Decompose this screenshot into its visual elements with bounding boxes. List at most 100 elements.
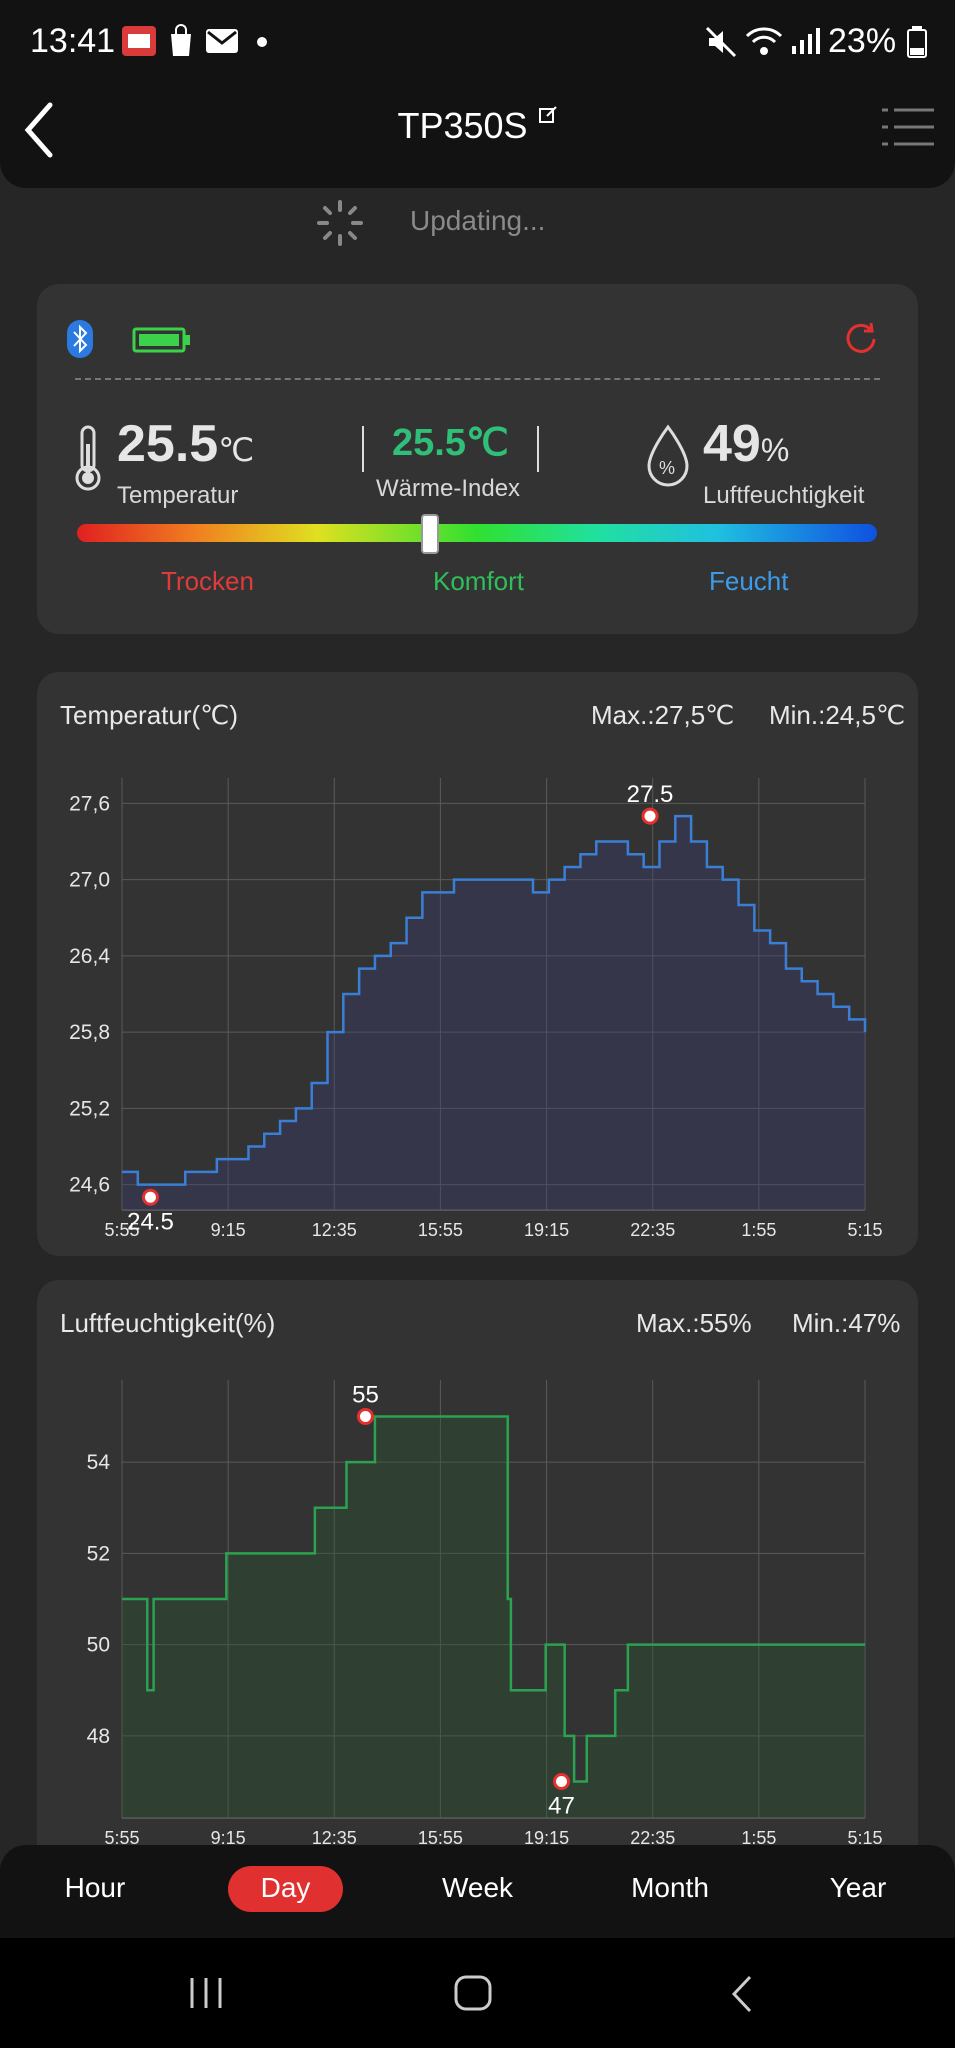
current-readings-card: 25.5℃ Temperatur 25.5℃ Wärme-Index % 49%…: [37, 284, 918, 634]
humidity-chart-card: Luftfeuchtigkeit(%) Max.:55% Min.:47% 5:…: [37, 1280, 918, 1880]
y-tick-label: 50: [87, 1634, 110, 1657]
wifi-icon: [745, 27, 783, 55]
active-tab-highlight: [228, 1866, 343, 1912]
min-point-marker: [141, 1188, 159, 1206]
temp-chart-min: Min.:24,5℃: [769, 700, 906, 730]
system-nav-bar: [0, 1938, 955, 2048]
x-tick-label: 9:15: [211, 1828, 246, 1848]
divider: [537, 426, 539, 472]
x-tick-label: 15:55: [418, 1220, 463, 1240]
device-title[interactable]: TP350S: [397, 105, 528, 146]
notification-app-icon: [122, 26, 156, 56]
temp-chart-title: Temperatur(℃): [60, 700, 239, 730]
series-area: [122, 816, 865, 1210]
home-icon[interactable]: [453, 1974, 493, 2012]
x-tick-label: 5:15: [847, 1828, 882, 1848]
scale-dry-label: Trocken: [161, 566, 254, 596]
thermometer-icon: [75, 425, 101, 491]
status-time: 13:41: [30, 22, 116, 60]
battery-percent: 23%: [828, 22, 897, 60]
tab-year[interactable]: Year: [829, 1872, 887, 1903]
comfort-scale-bar: [77, 524, 877, 542]
tab-day[interactable]: Day: [260, 1872, 311, 1903]
temperature-value: 25.5: [117, 415, 219, 473]
x-tick-label: 5:15: [847, 1220, 882, 1240]
recent-apps-icon[interactable]: [186, 1976, 226, 2010]
series-line: [122, 814, 867, 1186]
refresh-icon[interactable]: [842, 320, 880, 358]
y-tick-label: 54: [87, 1451, 111, 1474]
divider: [75, 378, 880, 380]
humidity-value-wrap: 49%: [703, 414, 789, 474]
device-battery-icon: [132, 327, 190, 353]
x-tick-label: 19:15: [524, 1828, 569, 1848]
tab-hour[interactable]: Hour: [64, 1872, 126, 1903]
y-tick-label: 48: [87, 1725, 110, 1748]
x-tick-label: 22:35: [630, 1220, 675, 1240]
svg-text:%: %: [659, 458, 675, 478]
app-header: [0, 80, 955, 188]
min-point-label: 47: [548, 1793, 575, 1820]
signal-icon: [792, 28, 820, 54]
y-tick-label: 27,0: [69, 869, 110, 892]
max-point-label: 55: [352, 1382, 379, 1409]
comfort-marker: [421, 514, 439, 554]
x-tick-label: 1:55: [741, 1828, 776, 1848]
scale-wet-label: Feucht: [709, 566, 789, 596]
x-tick-label: 9:15: [211, 1220, 246, 1240]
hum-chart-max: Max.:55%: [636, 1308, 752, 1338]
humidity-label: Luftfeuchtigkeit: [703, 482, 865, 509]
scale-comfort-label: Komfort: [433, 566, 525, 596]
temperature-value-wrap: 25.5℃: [117, 414, 254, 474]
bluetooth-icon: [67, 320, 93, 358]
loading-spinner-icon: [317, 200, 363, 246]
y-tick-label: 25,2: [69, 1097, 110, 1120]
max-point-marker: [356, 1408, 374, 1425]
device-title-wrap: TP350S: [0, 105, 955, 147]
temperature-label: Temperatur: [117, 482, 239, 509]
x-tick-label: 1:55: [741, 1220, 776, 1240]
mail-icon: [206, 29, 238, 53]
humidity-chart: 5:55 9:15 12:35 15:55 19:15 22:35 1:55 5:15 54 52…: [87, 1380, 883, 1848]
y-tick-label: 25,8: [69, 1021, 110, 1044]
tab-month[interactable]: Month: [631, 1872, 709, 1903]
dot-icon: [257, 37, 267, 47]
heat-index-value: 25.5℃: [392, 422, 509, 464]
series-line: [122, 1415, 865, 1783]
shopping-bag-icon: [171, 24, 191, 56]
updating-text: Updating...: [410, 205, 546, 236]
y-tick-label: 24,6: [69, 1174, 110, 1197]
y-tick-label: 26,4: [69, 945, 110, 968]
hum-chart-title: Luftfeuchtigkeit(%): [60, 1308, 276, 1338]
x-tick-label: 19:15: [524, 1220, 569, 1240]
tab-week[interactable]: Week: [441, 1872, 514, 1903]
x-tick-label: 15:55: [418, 1828, 463, 1848]
temperature-chart-card: Temperatur(℃) Max.:27,5℃ Min.:24,5℃ 5:55…: [37, 672, 918, 1256]
period-tab-bar: [0, 1845, 955, 1938]
temp-chart-max: Max.:27,5℃: [591, 700, 735, 730]
x-tick-label: 5:55: [104, 1828, 139, 1848]
x-tick-label: 12:35: [312, 1828, 357, 1848]
mute-icon: [705, 26, 737, 58]
y-tick-label: 52: [87, 1542, 110, 1565]
menu-icon[interactable]: [882, 104, 934, 150]
system-back-icon[interactable]: [728, 1974, 756, 2014]
humidity-drop-icon: %: [647, 424, 689, 487]
hum-chart-min: Min.:47%: [792, 1308, 901, 1338]
heat-index-label: Wärme-Index: [376, 475, 521, 502]
x-tick-label: 12:35: [312, 1220, 357, 1240]
max-point-marker: [641, 807, 659, 825]
series-area: [122, 1416, 865, 1818]
status-bar: 13:41 23%: [0, 0, 955, 80]
x-tick-label: 22:35: [630, 1828, 675, 1848]
max-point-label: 27.5: [627, 781, 674, 808]
edit-icon[interactable]: [538, 105, 558, 125]
x-tick-label: 5:55: [104, 1220, 139, 1240]
temperature-chart: 5:55 9:15 12:35 15:55 19:15 22:35 1:55 5:15 27,6…: [69, 778, 883, 1240]
humidity-value: 49: [703, 415, 761, 473]
temperature-unit: ℃: [218, 432, 255, 468]
back-icon[interactable]: [20, 100, 60, 160]
min-point-label: 24.5: [127, 1208, 174, 1235]
y-tick-label: 27,6: [69, 792, 110, 815]
humidity-unit: %: [760, 432, 790, 468]
